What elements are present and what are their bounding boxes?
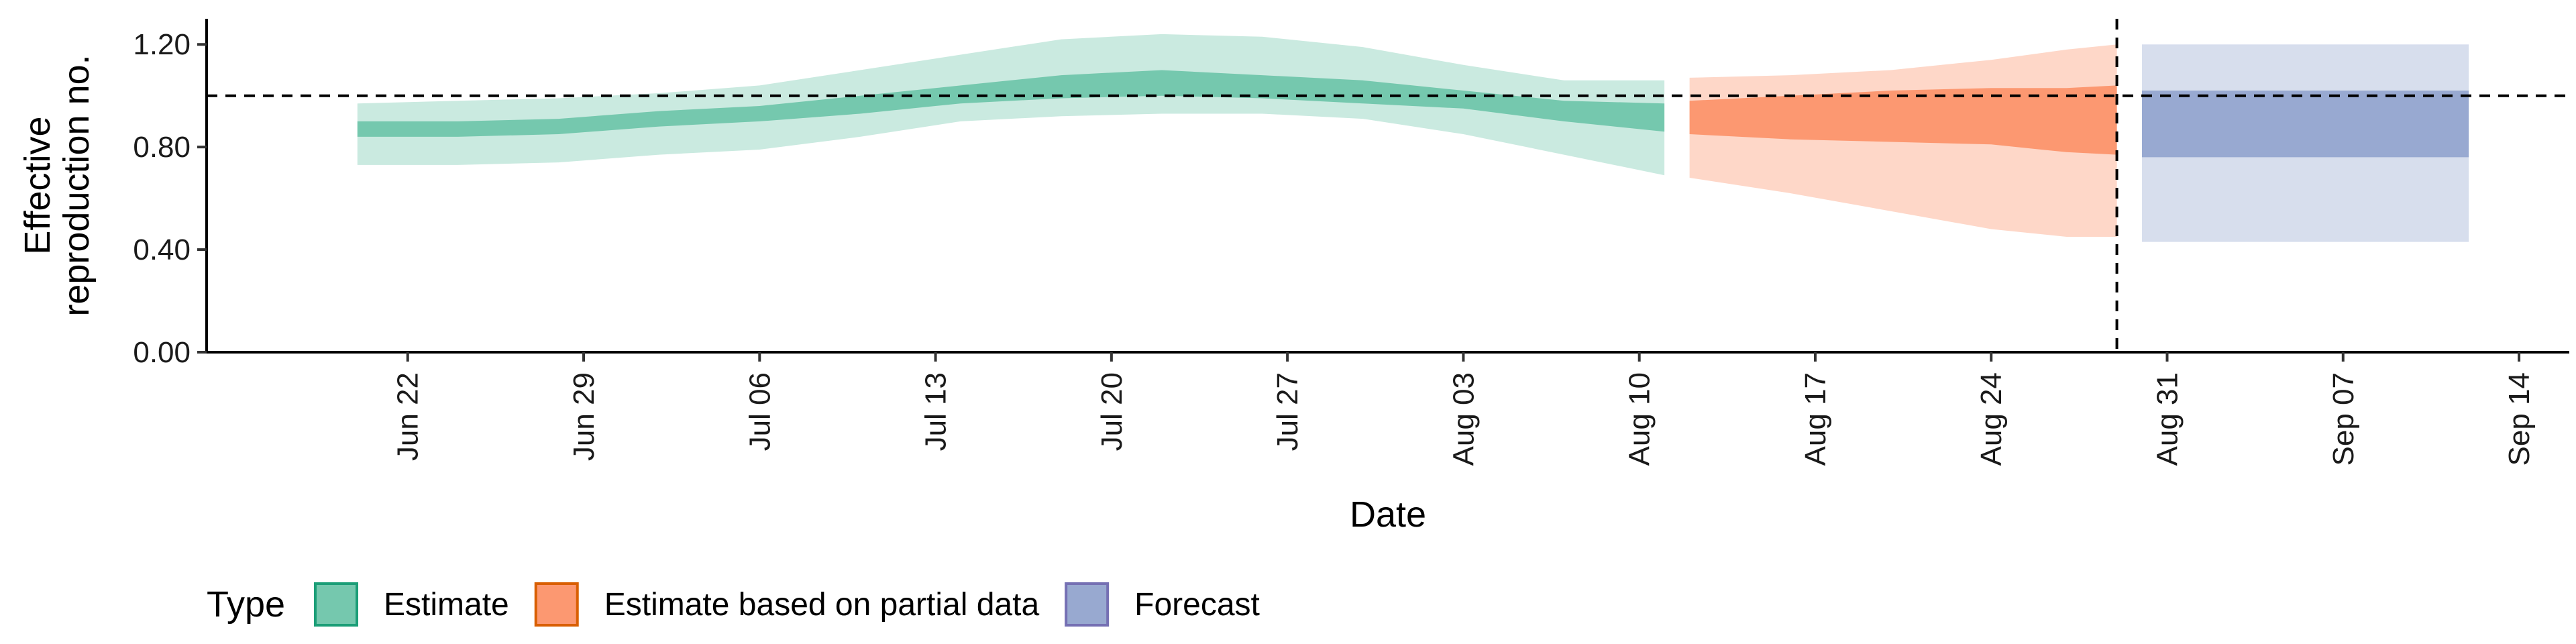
x-tick-label: Aug 24 — [1975, 372, 2008, 466]
x-tick-label: Jul 13 — [920, 372, 953, 451]
x-tick-label: Jul 20 — [1095, 372, 1128, 451]
legend-label: Estimate based on partial data — [604, 587, 1040, 623]
legend-label: Forecast — [1134, 587, 1260, 623]
x-tick-label: Jun 29 — [568, 372, 600, 461]
legend-label: Estimate — [384, 587, 509, 623]
band-50-estimate — [357, 70, 1665, 137]
band-50-estimate-based-on-partial-data — [1689, 85, 2117, 155]
y-tick-label: 0.40 — [133, 233, 191, 266]
x-tick-label: Aug 10 — [1623, 372, 1656, 466]
x-tick-label: Aug 17 — [1799, 372, 1832, 466]
y-axis-title-line: reproduction no. — [56, 54, 97, 316]
y-tick-label: 0.00 — [133, 336, 191, 369]
x-tick-label: Aug 31 — [2151, 372, 2184, 466]
x-tick-label: Jun 22 — [392, 372, 425, 461]
x-tick-label: Sep 14 — [2503, 372, 2536, 466]
y-axis-title-line: Effective — [17, 116, 58, 254]
x-tick-label: Sep 07 — [2327, 372, 2360, 466]
legend-title: Type — [207, 584, 285, 625]
legend-key — [1065, 582, 1110, 627]
legend: Type Estimate Estimate based on partial da… — [207, 582, 1260, 627]
legend-key — [314, 582, 358, 627]
band-50-forecast — [2142, 91, 2469, 158]
x-tick-label: Jul 27 — [1271, 372, 1304, 451]
axes: 0.00 0.40 0.80 1.20 Jun 22 Jun 29 Jul 06 Jul 13… — [133, 19, 2569, 466]
band-90-estimate — [357, 34, 1665, 176]
legend-key — [534, 582, 579, 627]
x-tick-label: Jul 06 — [743, 372, 776, 451]
y-tick-label: 0.80 — [133, 131, 191, 164]
uncertainty-bands — [357, 34, 2469, 242]
y-tick-label: 1.20 — [133, 28, 191, 61]
x-axis-title: Date — [1350, 494, 1426, 535]
x-tick-label: Aug 03 — [1447, 372, 1480, 466]
